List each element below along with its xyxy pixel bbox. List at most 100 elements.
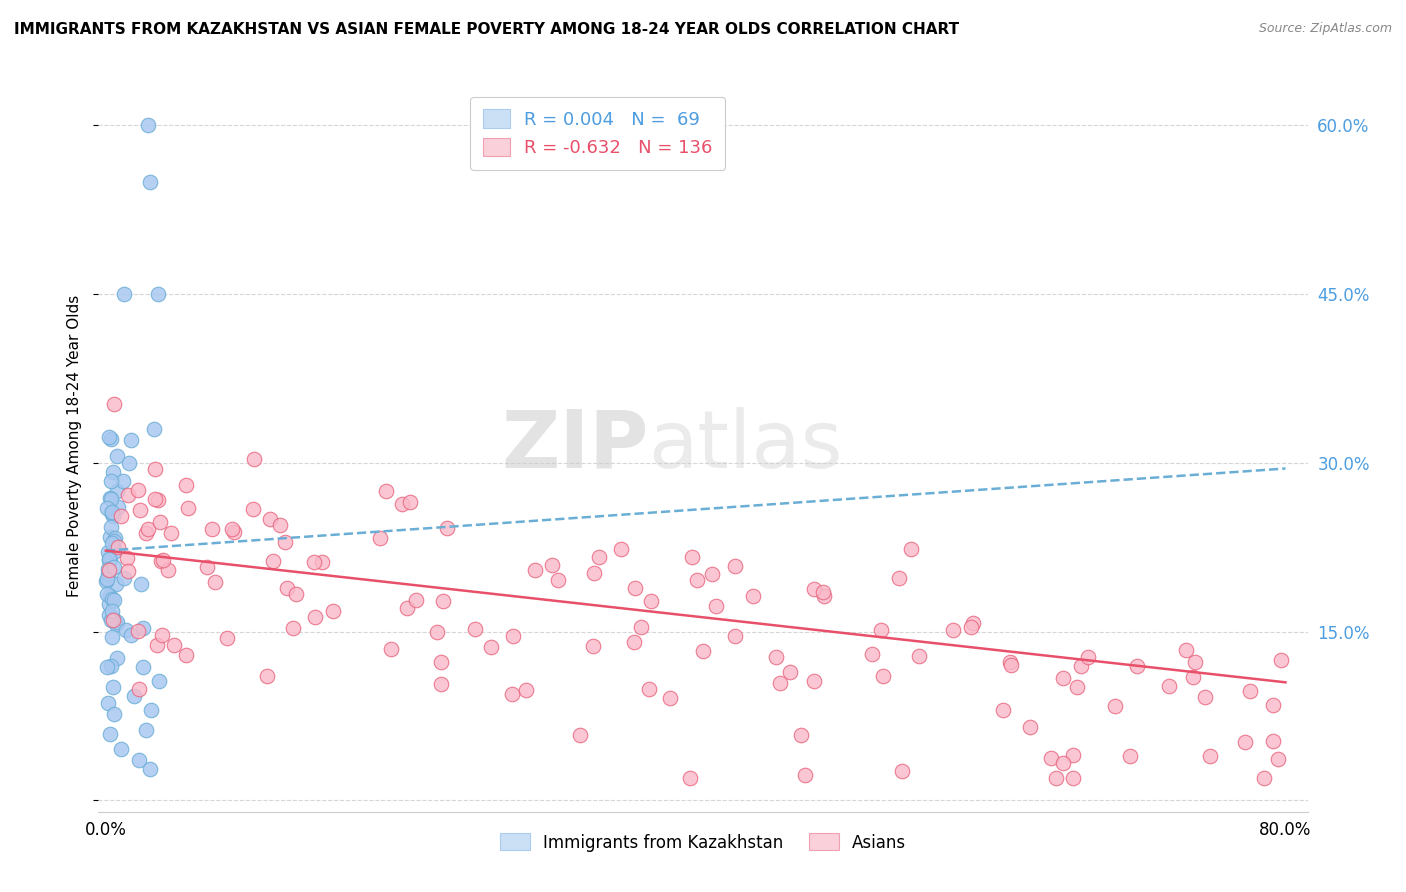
Point <box>97 562 120 576</box>
Point <box>120 628 142 642</box>
Point <box>136 523 159 537</box>
Point <box>681 549 703 564</box>
Point <box>100 520 122 534</box>
Point <box>724 629 747 643</box>
Point <box>813 584 835 599</box>
Text: Source: ZipAtlas.com: Source: ZipAtlas.com <box>1258 22 1392 36</box>
Point <box>523 563 546 577</box>
Point <box>1239 683 1261 698</box>
Point <box>139 703 162 717</box>
Point <box>160 526 183 541</box>
Point <box>436 521 458 535</box>
Point <box>1052 756 1074 770</box>
Point <box>276 581 298 595</box>
Point <box>322 604 344 618</box>
Point <box>101 535 124 549</box>
Point <box>174 477 197 491</box>
Point <box>103 560 125 574</box>
Point <box>143 462 166 476</box>
Point <box>610 541 633 556</box>
Point <box>1159 680 1181 694</box>
Point <box>132 660 155 674</box>
Point <box>101 680 124 694</box>
Point <box>98 491 121 505</box>
Point <box>256 669 278 683</box>
Point <box>120 434 142 448</box>
Point <box>658 691 681 706</box>
Point <box>1233 735 1256 749</box>
Point <box>630 620 652 634</box>
Point <box>274 535 297 549</box>
Point <box>432 594 454 608</box>
Point <box>281 621 304 635</box>
Point <box>100 492 122 507</box>
Point <box>117 488 139 502</box>
Point <box>1052 671 1074 685</box>
Point <box>127 624 149 639</box>
Point <box>105 615 128 629</box>
Point <box>98 430 121 444</box>
Point <box>1062 748 1084 763</box>
Point <box>98 726 121 740</box>
Point <box>98 563 121 577</box>
Point <box>1194 690 1216 705</box>
Point <box>135 723 157 737</box>
Point <box>405 593 427 607</box>
Point <box>101 611 124 625</box>
Point <box>146 638 169 652</box>
Point <box>993 703 1015 717</box>
Point <box>101 465 124 479</box>
Point <box>907 649 929 664</box>
Point <box>110 508 132 523</box>
Point <box>98 552 121 566</box>
Point <box>98 531 121 545</box>
Point <box>100 433 122 447</box>
Point <box>201 522 224 536</box>
Point <box>541 558 564 573</box>
Point <box>998 655 1021 669</box>
Point <box>128 681 150 696</box>
Point <box>742 589 765 603</box>
Point <box>1119 748 1142 763</box>
Point <box>149 515 172 529</box>
Point <box>679 771 702 785</box>
Point <box>942 624 965 638</box>
Point <box>105 651 128 665</box>
Point <box>174 648 197 662</box>
Point <box>122 689 145 703</box>
Point <box>430 677 453 691</box>
Point <box>262 554 284 568</box>
Point <box>1199 748 1222 763</box>
Point <box>640 594 662 608</box>
Point <box>146 493 169 508</box>
Point <box>889 571 911 585</box>
Point <box>692 644 714 658</box>
Point <box>803 582 825 596</box>
Point <box>129 577 152 591</box>
Point <box>100 630 122 644</box>
Text: IMMIGRANTS FROM KAZAKHSTAN VS ASIAN FEMALE POVERTY AMONG 18-24 YEAR OLDS CORRELA: IMMIGRANTS FROM KAZAKHSTAN VS ASIAN FEMA… <box>14 22 959 37</box>
Point <box>1104 698 1126 713</box>
Point <box>197 559 219 574</box>
Point <box>103 593 125 607</box>
Point <box>97 607 120 622</box>
Point <box>502 628 524 642</box>
Point <box>962 615 984 630</box>
Point <box>146 287 169 301</box>
Point <box>243 452 266 467</box>
Point <box>259 511 281 525</box>
Point <box>128 503 150 517</box>
Point <box>779 665 801 680</box>
Point <box>143 422 166 436</box>
Point <box>269 518 291 533</box>
Point <box>704 599 727 614</box>
Point <box>396 600 419 615</box>
Point <box>479 640 502 655</box>
Point <box>311 555 333 569</box>
Point <box>96 500 118 515</box>
Point <box>870 623 893 637</box>
Point <box>900 542 922 557</box>
Point <box>107 500 129 515</box>
Point <box>107 540 129 554</box>
Point <box>430 656 453 670</box>
